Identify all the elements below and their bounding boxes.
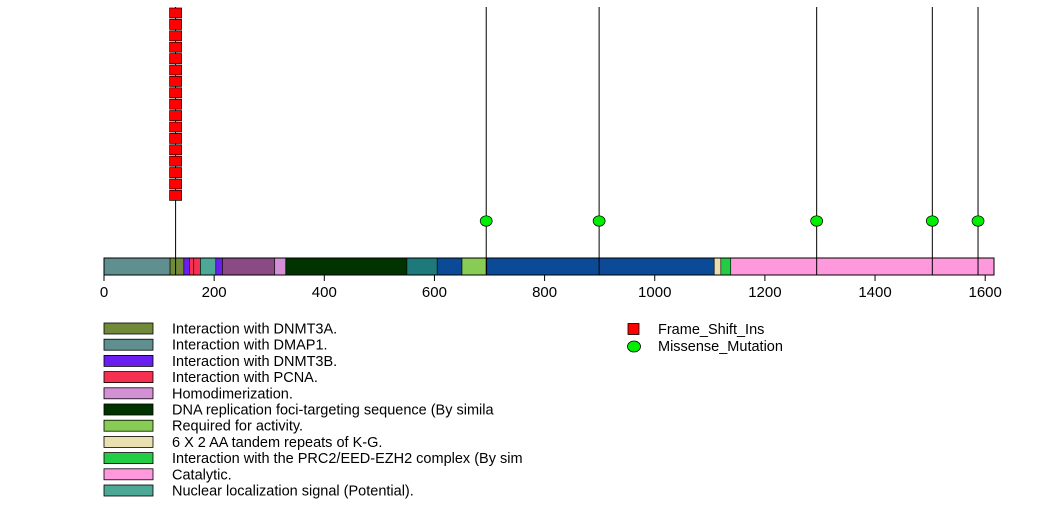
legend-mutation-label: Frame_Shift_Ins (658, 322, 764, 338)
domain-segment (169, 257, 185, 276)
legend-marker (627, 323, 640, 335)
missense-marker (971, 215, 985, 227)
frame-shift-marker (169, 167, 182, 178)
domain-segment (200, 257, 217, 276)
frame-shift-marker (169, 121, 182, 133)
legend-label: Nuclear localization signal (Potential). (172, 484, 414, 500)
domain-segment (193, 257, 201, 276)
frame-shift-marker (169, 41, 182, 53)
domain-segment (274, 257, 287, 276)
legend-swatch (103, 403, 154, 416)
frame-shift-marker (169, 110, 182, 121)
x-axis: 0 200 400 600 800 1000 1200 1400 1600 (100, 274, 1002, 301)
legend-label: 6 X 2 AA tandem repeats of K-G. (172, 435, 382, 451)
domain-segment (103, 257, 171, 276)
domain-segment (215, 257, 223, 276)
legend-swatch (103, 387, 154, 400)
frame-shift-marker (169, 133, 182, 144)
domain-segment (713, 257, 722, 276)
legend-swatch (103, 322, 154, 335)
legend: Interaction with DNMT3A.Interaction with… (103, 322, 783, 500)
frame-shift-marker (169, 144, 182, 156)
legend-label: DNA replication foci-targeting sequence … (172, 403, 494, 419)
missense-marker (592, 215, 606, 227)
x-tick-label: 0 (100, 284, 108, 301)
x-tick-label: 800 (532, 284, 557, 301)
missense-marker (925, 215, 939, 227)
legend-marker (627, 340, 641, 353)
legend-label: Interaction with DNMT3A. (172, 322, 337, 338)
missense-marker (479, 215, 493, 227)
legend-swatch (103, 484, 154, 497)
frame-shift-marker (169, 190, 182, 201)
legend-swatch (103, 354, 154, 367)
legend-mutation-label: Missense_Mutation (658, 339, 783, 355)
x-tick-label: 1000 (638, 284, 671, 301)
legend-label: Interaction with DMAP1. (172, 338, 328, 354)
legend-swatch (103, 419, 154, 432)
missense-marker (810, 215, 824, 227)
legend-swatch (103, 338, 154, 351)
legend-swatch (103, 468, 154, 481)
domain-segment (436, 257, 463, 276)
domain-segment (285, 257, 408, 276)
x-tick-label: 1200 (748, 284, 781, 301)
domain-segment (183, 257, 190, 276)
legend-swatch (103, 452, 154, 465)
protein-bar (103, 257, 995, 276)
frame-shift-marker (169, 76, 182, 87)
legend-label: Interaction with PCNA. (172, 370, 318, 386)
x-tick-label: 200 (202, 284, 227, 301)
frame-shift-marker (169, 64, 182, 76)
frame-shift-marker (169, 53, 182, 64)
frame-shift-marker (169, 30, 182, 42)
frame-shift-marker (169, 87, 182, 99)
legend-label: Catalytic. (172, 467, 232, 483)
legend-label: Interaction with DNMT3B. (172, 354, 337, 370)
domain-segment (720, 257, 732, 276)
frame-shift-marker (169, 19, 182, 30)
frame-shift-marker (169, 155, 182, 167)
x-tick-label: 400 (312, 284, 337, 301)
x-tick-label: 600 (422, 284, 447, 301)
legend-swatch (103, 371, 154, 384)
domain-segment (406, 257, 438, 276)
legend-label: Interaction with the PRC2/EED-EZH2 compl… (172, 451, 523, 467)
frame-shift-marker (169, 178, 182, 190)
domain-segment (461, 257, 488, 276)
frame-shift-marker (169, 98, 182, 110)
domain-segment (730, 257, 995, 276)
mutation-stems (175, 7, 979, 258)
domain-segment (486, 257, 715, 276)
x-tick-label: 1600 (969, 284, 1002, 301)
mutation-markers (169, 7, 985, 227)
legend-swatch (103, 435, 154, 448)
domain-segment (189, 257, 195, 276)
frame-shift-marker (169, 7, 182, 19)
domain-segment (222, 257, 276, 276)
x-tick-label: 1400 (858, 284, 891, 301)
legend-label: Homodimerization. (172, 386, 293, 402)
legend-label: Required for activity. (172, 419, 303, 435)
